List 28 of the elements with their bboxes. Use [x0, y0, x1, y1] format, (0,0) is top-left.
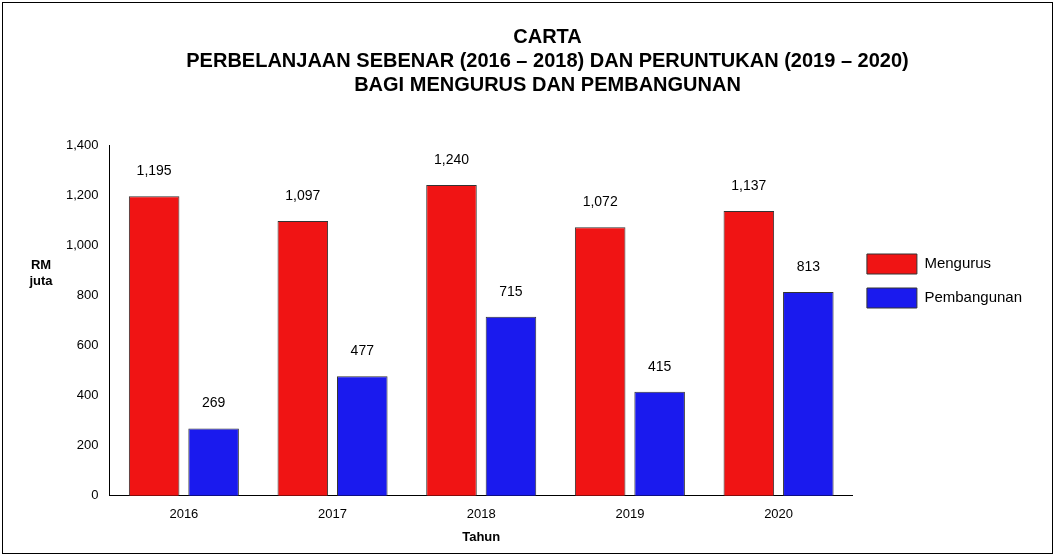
data-label: 715	[499, 282, 523, 299]
legend-label: Mengurus	[924, 254, 992, 272]
x-axis-title: Tahun	[462, 528, 501, 544]
y-tick-label: 1,000	[65, 236, 99, 252]
x-tick-label: 2017	[318, 506, 348, 522]
x-tick-label: 2016	[169, 506, 199, 522]
chart-title: CARTA PERBELANJAAN SEBENAR (2016 – 2018) DAN PERUNTUKAN (2019 – 2020) BAGI MENGURUS DAN PEMBANGUNAN	[186, 24, 909, 95]
data-label: 1,240	[433, 150, 470, 167]
data-label: 269	[201, 394, 226, 411]
y-axis-title: RM juta	[28, 256, 54, 288]
data-label: 1,195	[136, 162, 172, 179]
y-tick-label: 0	[91, 487, 99, 503]
data-label: 1,137	[731, 176, 767, 193]
y-tick-label: 400	[76, 387, 99, 403]
data-label: 813	[796, 257, 821, 274]
legend-label: Pembangunan	[924, 288, 1023, 306]
data-label: 1,072	[582, 193, 618, 210]
data-label: 1,097	[285, 186, 321, 203]
y-tick-label: 1,200	[65, 186, 99, 202]
y-tick-label: 200	[76, 437, 99, 453]
y-tick-label: 800	[76, 286, 99, 302]
x-tick-label: 2020	[764, 506, 794, 522]
y-tick-label: 1,400	[65, 136, 99, 152]
data-label: 477	[350, 342, 375, 359]
y-tick-label: 600	[76, 337, 99, 353]
x-tick-label: 2019	[615, 506, 645, 522]
data-label: 415	[647, 357, 672, 374]
x-tick-label: 2018	[466, 506, 496, 522]
